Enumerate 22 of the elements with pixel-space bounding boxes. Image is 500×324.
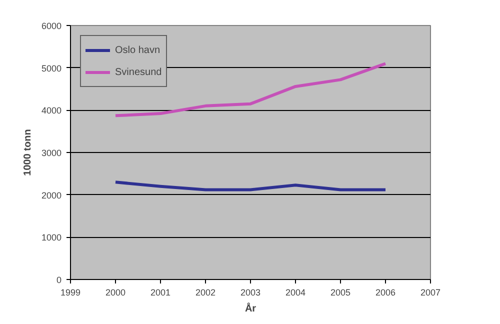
y-tick-label: 3000: [41, 148, 62, 158]
x-tick-label: 2001: [150, 288, 171, 298]
x-tick-label: 2007: [420, 288, 441, 298]
y-tick-label: 2000: [41, 190, 62, 200]
x-tick-label: 2005: [330, 288, 351, 298]
x-tick-label: 1999: [60, 288, 81, 298]
y-tick-label: 1000: [41, 232, 62, 243]
x-tick-label: 2004: [285, 288, 306, 298]
x-tick-label: 2006: [375, 288, 396, 298]
line-series: [114, 180, 387, 192]
y-tick-label: 0: [56, 275, 62, 285]
x-tick-label: 2002: [195, 288, 216, 298]
y-tick-label: 5000: [41, 63, 62, 74]
legend-label: Svinesund: [115, 66, 162, 78]
y-tick-label: 4000: [41, 106, 62, 116]
legend-label: Oslo havn: [115, 44, 160, 56]
y-axis-title: 1000 tonn: [22, 129, 34, 176]
line-series: [114, 62, 387, 118]
x-axis-title: År: [244, 302, 256, 314]
x-tick-label: 2003: [240, 288, 261, 298]
y-tick-label: 6000: [41, 21, 62, 31]
x-tick-label: 2000: [105, 288, 126, 298]
